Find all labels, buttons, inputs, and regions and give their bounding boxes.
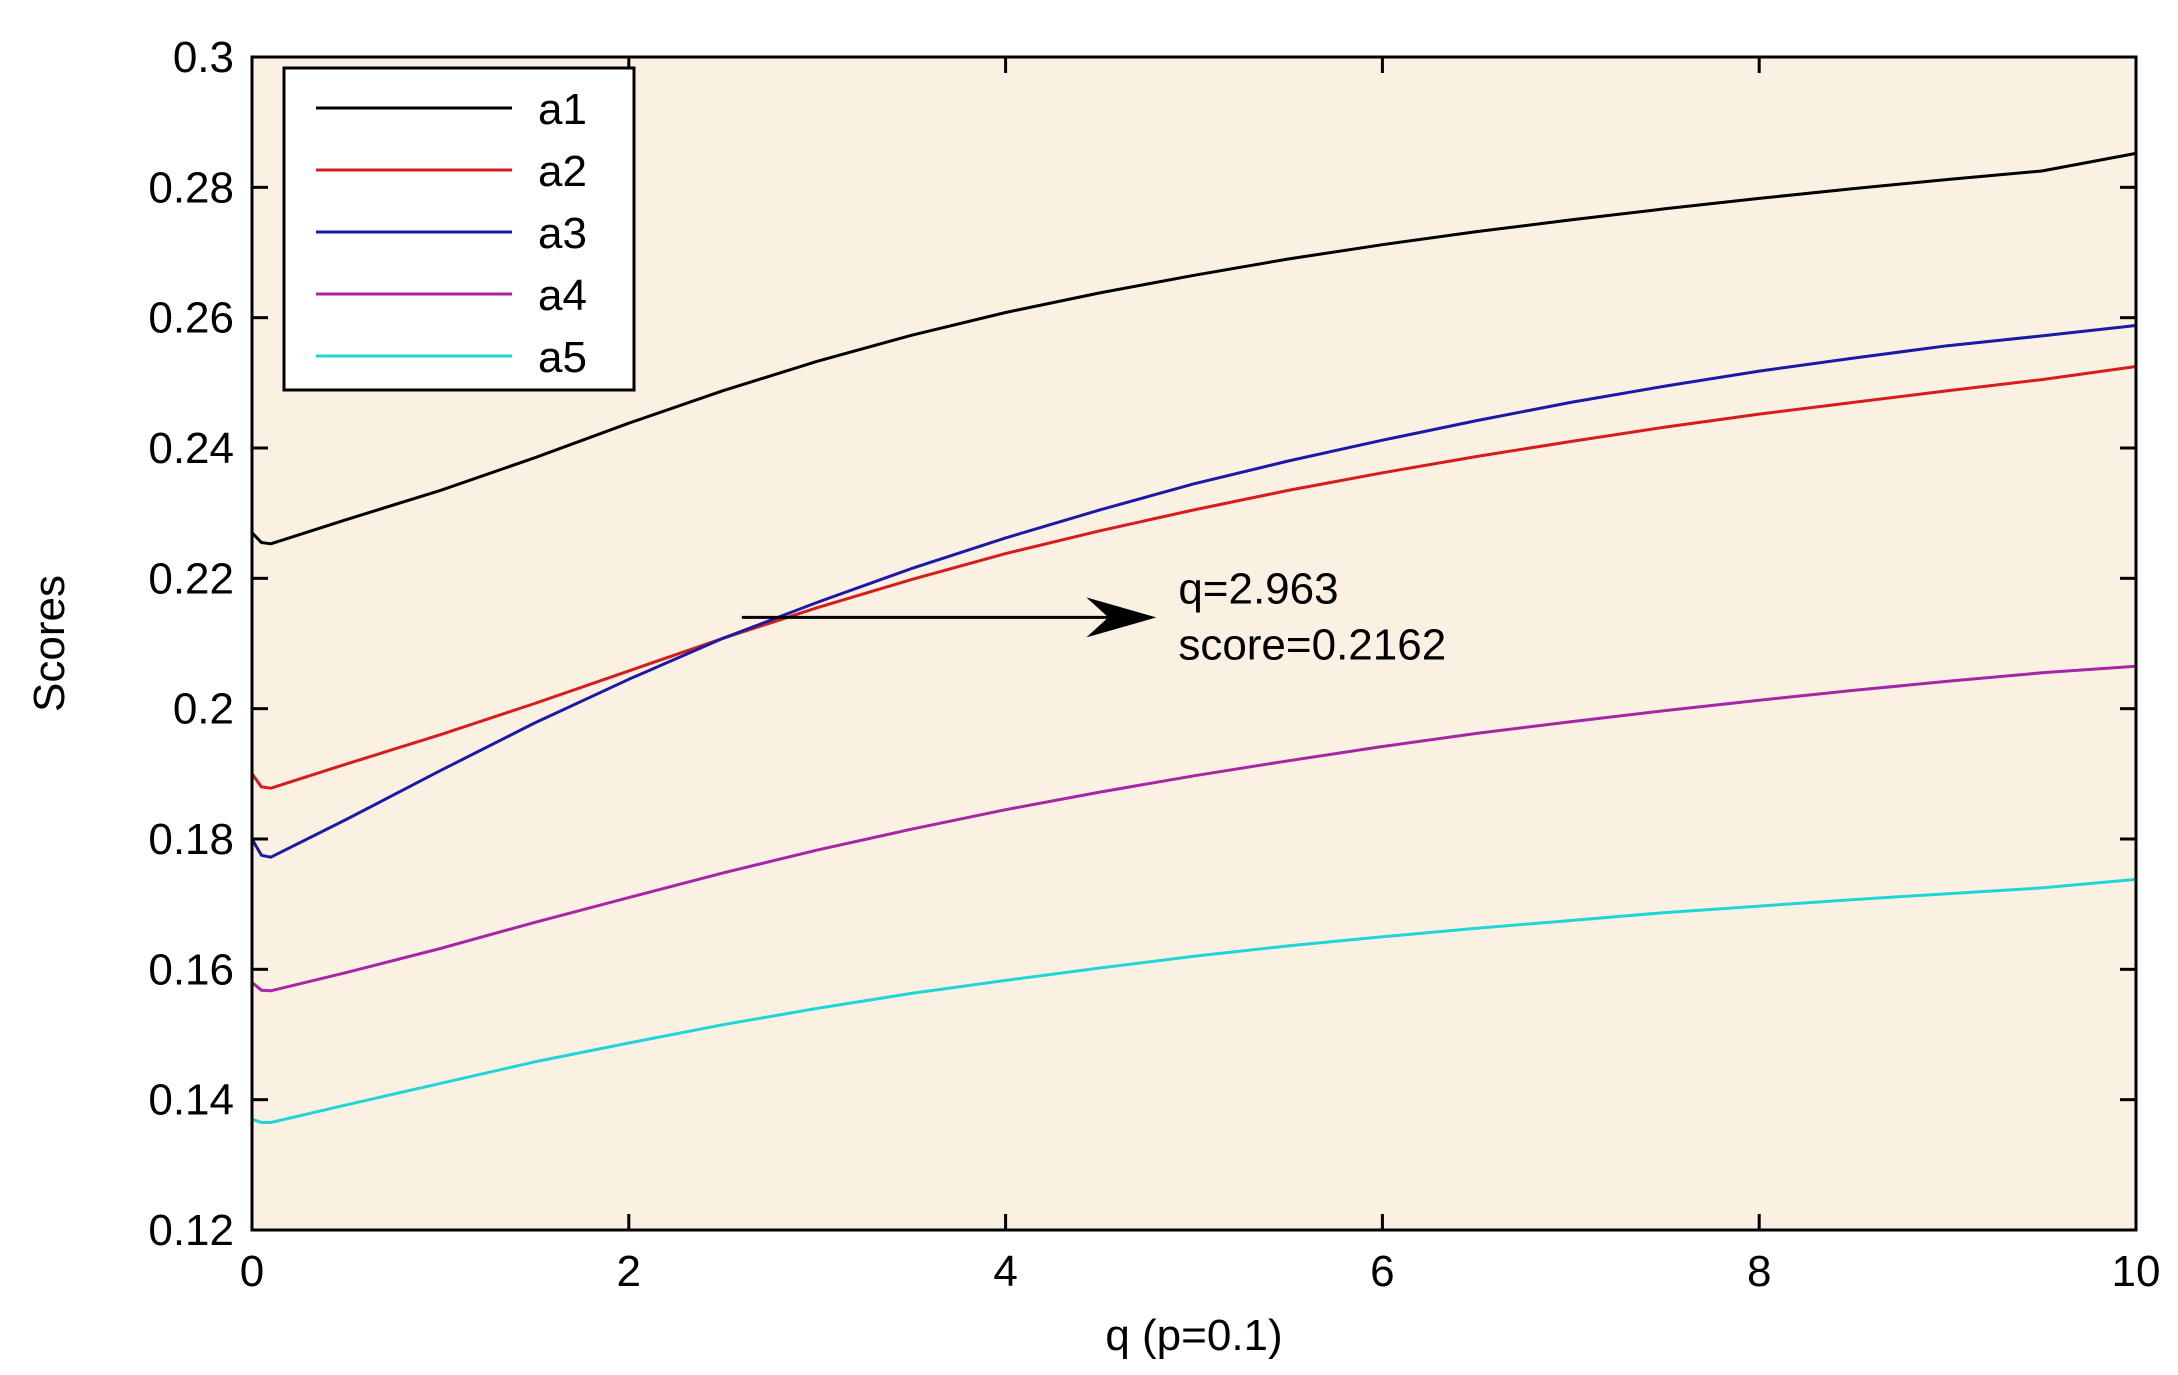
y-tick-label: 0.16 <box>148 945 234 994</box>
legend-label-a3: a3 <box>538 209 587 258</box>
x-axis-label: q (p=0.1) <box>1105 1311 1282 1360</box>
series-line-a2 <box>250 365 2137 790</box>
series-line-a4 <box>251 664 2137 993</box>
x-tick-label: 10 <box>2112 1247 2161 1296</box>
series-line-a3 <box>250 324 2137 859</box>
y-tick-label: 0.12 <box>148 1206 234 1255</box>
y-axis-label: Scores <box>25 575 74 712</box>
series-line-a1 <box>250 151 2137 546</box>
x-tick-label: 0 <box>240 1247 264 1296</box>
annotation-text-q: q=2.963 <box>1178 564 1338 613</box>
annotation-arrow-head <box>1086 597 1157 638</box>
legend-label-a4: a4 <box>538 271 587 320</box>
x-tick-label: 8 <box>1747 1247 1771 1296</box>
x-tick-label: 6 <box>1370 1247 1394 1296</box>
series-line-a5 <box>251 877 2137 1124</box>
y-tick-label: 0.2 <box>173 685 234 734</box>
y-tick-label: 0.18 <box>148 815 234 864</box>
legend-label-a5: a5 <box>538 333 587 382</box>
x-tick-label: 2 <box>617 1247 641 1296</box>
axis-ticks: 0 2 4 6 8 10 0.12 0.14 0.16 0.18 0.2 0.22 0.24 0.26 0.… <box>148 33 2160 1296</box>
annotation: q=2.963 score=0.2162 <box>741 564 1446 669</box>
legend-box <box>282 66 636 392</box>
y-tick-label: 0.22 <box>148 554 234 603</box>
series-layer <box>250 151 2137 1124</box>
y-tick-label: 0.24 <box>148 424 234 473</box>
y-tick-label: 0.14 <box>148 1076 234 1125</box>
annotation-text-score: score=0.2162 <box>1178 620 1446 669</box>
plot-frame <box>250 55 2138 1232</box>
x-tick-label: 4 <box>993 1247 1017 1296</box>
y-tick-label: 0.28 <box>148 163 234 212</box>
legend-label-a1: a1 <box>538 85 587 134</box>
y-tick-label: 0.26 <box>148 294 234 343</box>
legend-label-a2: a2 <box>538 147 587 196</box>
y-tick-label: 0.3 <box>173 33 234 82</box>
legend: a1 a2 a3 a4 a5 <box>282 66 636 392</box>
